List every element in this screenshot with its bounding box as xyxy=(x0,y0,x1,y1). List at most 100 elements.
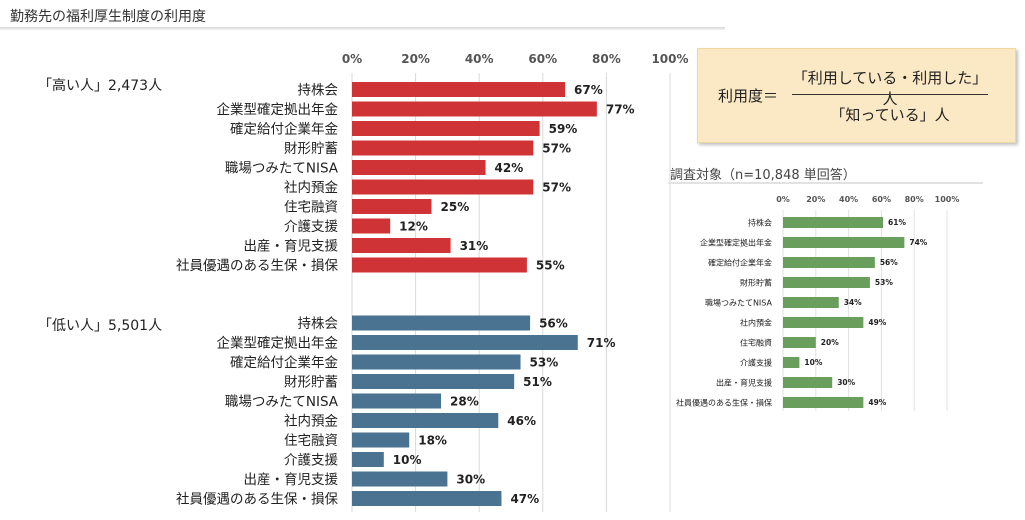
data-label: 30% xyxy=(456,472,485,486)
formula-lhs: 利用度＝ xyxy=(718,87,779,105)
category-label: 出産・育児支援 xyxy=(244,472,339,488)
x-tick-label: 0% xyxy=(342,52,362,66)
category-label: 持株会 xyxy=(298,316,339,332)
data-label: 25% xyxy=(441,200,470,214)
data-label: 67% xyxy=(574,83,603,97)
category-label: 社員優遇のある生保・損保 xyxy=(176,491,338,507)
survey-bar-chart: 0% 20% 40% 60% 80% 100% 持株会 61% 企業型確定拠出年金 74% 確定給付… xyxy=(676,195,960,411)
x-tick-label: 0% xyxy=(776,195,790,204)
formula-numerator: 「利用している・利用した」人 xyxy=(792,69,988,108)
bar xyxy=(783,277,870,288)
category-label: 住宅融資 xyxy=(740,337,772,347)
category-label: 社内預金 xyxy=(740,317,772,327)
bar xyxy=(352,315,531,331)
x-tick-label: 80% xyxy=(905,195,924,204)
category-label: 確定給付企業年金 xyxy=(708,257,772,267)
formula-denominator: 「知っている」人 xyxy=(830,106,950,124)
title-divider xyxy=(0,27,725,30)
x-tick-label: 80% xyxy=(592,52,621,66)
data-label: 10% xyxy=(804,358,822,367)
bar xyxy=(352,238,451,253)
bar xyxy=(352,218,391,234)
category-label: 企業型確定拠出年金 xyxy=(700,237,772,247)
bar xyxy=(783,337,816,348)
x-tick-label: 20% xyxy=(401,52,430,66)
data-label: 18% xyxy=(418,433,447,447)
data-label: 57% xyxy=(542,141,571,155)
category-label: 介護支援 xyxy=(284,219,338,235)
bar xyxy=(352,160,486,175)
category-label: 職場つみたてNISA xyxy=(705,297,773,307)
data-label: 30% xyxy=(837,378,855,387)
data-label: 46% xyxy=(507,414,536,428)
bar xyxy=(352,121,540,136)
page-title: 勤務先の福利厚生制度の利用度 xyxy=(10,9,206,25)
category-label: 職場つみたてNISA xyxy=(225,160,339,176)
bar xyxy=(352,354,521,370)
bar xyxy=(352,393,442,409)
x-tick-label: 100% xyxy=(935,195,960,204)
group-label-high: 「高い人」2,473人 xyxy=(38,78,163,94)
x-tick-label: 60% xyxy=(528,52,557,66)
category-label: 出産・育児支援 xyxy=(244,238,339,254)
group-label-low: 「低い人」5,501人 xyxy=(38,318,163,334)
category-label: 出産・育児支援 xyxy=(716,377,772,387)
bar xyxy=(783,377,833,388)
x-tick-label: 40% xyxy=(839,195,858,204)
side-divider xyxy=(668,182,983,184)
category-label: 住宅融資 xyxy=(284,433,338,449)
x-tick-label: 60% xyxy=(872,195,891,204)
category-label: 企業型確定拠出年金 xyxy=(217,334,339,351)
bar xyxy=(783,297,839,308)
bar xyxy=(352,101,597,117)
data-label: 31% xyxy=(460,239,489,253)
category-label: 社内預金 xyxy=(284,413,338,429)
data-label: 61% xyxy=(888,218,906,227)
category-label: 社員優遇のある生保・損保 xyxy=(176,258,338,274)
bar xyxy=(783,237,905,248)
category-label: 介護支援 xyxy=(284,452,338,468)
category-label: 財形貯蓄 xyxy=(284,374,338,390)
main-bar-chart: 0% 20% 40% 60% 80% 100% 持株会 67% 企業型確定拠出年金 77% 確定給付… xyxy=(176,52,689,512)
data-label: 59% xyxy=(549,122,578,136)
category-label: 持株会 xyxy=(298,82,339,98)
category-label: 企業型確定拠出年金 xyxy=(217,101,339,118)
bar xyxy=(352,432,410,448)
bar xyxy=(352,374,515,389)
formula-box: 利用度＝ 「利用している・利用した」人 「知っている」人 xyxy=(697,48,1016,143)
category-label: 職場つみたてNISA xyxy=(225,394,339,410)
survey-target-title: 調査対象（n=10,848 単回答） xyxy=(670,168,856,183)
formula-fraction-line xyxy=(792,94,988,95)
bar xyxy=(783,257,875,268)
data-label: 71% xyxy=(587,336,616,350)
data-label: 55% xyxy=(536,258,565,272)
data-label: 28% xyxy=(450,394,479,408)
category-label: 財形貯蓄 xyxy=(284,141,338,157)
data-label: 74% xyxy=(909,238,927,247)
category-label: 確定給付企業年金 xyxy=(230,354,338,371)
data-label: 20% xyxy=(821,338,839,347)
bar xyxy=(783,217,884,228)
data-label: 49% xyxy=(868,318,886,327)
category-label: 介護支援 xyxy=(740,357,772,367)
data-label: 53% xyxy=(875,278,893,287)
data-label: 77% xyxy=(606,102,635,116)
data-label: 12% xyxy=(399,219,428,233)
bar xyxy=(352,335,578,350)
bar xyxy=(783,317,864,328)
bar xyxy=(783,397,864,408)
bar xyxy=(783,357,800,368)
data-label: 10% xyxy=(393,453,422,467)
category-label: 確定給付企業年金 xyxy=(230,120,338,137)
category-label: 持株会 xyxy=(748,217,772,227)
bar xyxy=(352,471,448,487)
category-label: 財形貯蓄 xyxy=(740,277,772,287)
data-label: 51% xyxy=(523,375,552,389)
data-label: 42% xyxy=(495,161,524,175)
x-tick-label: 40% xyxy=(465,52,494,66)
bar xyxy=(352,413,499,428)
data-label: 34% xyxy=(844,298,862,307)
bar xyxy=(352,452,384,467)
category-label: 社内預金 xyxy=(284,180,338,196)
bar xyxy=(352,82,566,97)
